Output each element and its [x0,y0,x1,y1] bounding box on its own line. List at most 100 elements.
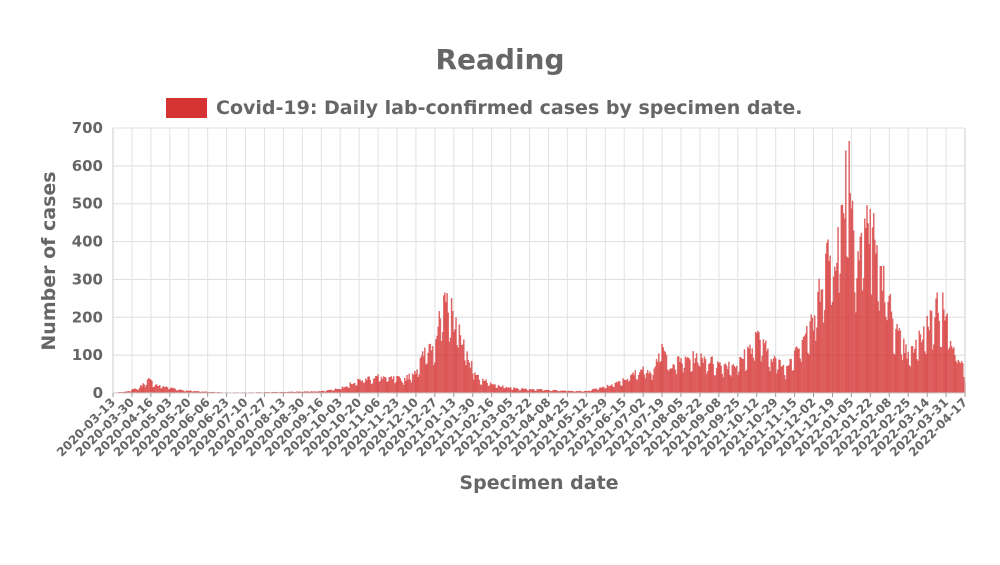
bar [796,346,798,394]
bar [660,361,662,394]
bar [499,387,502,394]
bar [656,362,659,394]
bar [425,364,427,394]
bar [400,380,403,394]
bar [155,384,158,394]
bar [668,371,670,394]
bar [624,379,627,394]
bar [162,386,164,394]
bar [341,386,344,394]
bar [439,318,442,394]
bar [913,352,915,394]
bar [541,389,543,394]
bar [377,374,379,394]
bar [457,347,459,394]
bar [958,361,961,394]
bar [900,354,903,394]
bar [821,289,824,394]
bar [144,387,147,394]
bar [607,386,610,394]
bar [474,372,476,394]
bar [156,385,159,394]
bar [171,388,173,394]
bar [711,356,713,394]
bar [515,388,517,394]
bar [593,388,595,394]
bar [819,301,821,394]
bar [688,358,690,394]
bar [762,339,765,394]
bar [340,389,343,394]
bar [936,292,938,394]
bar [437,326,439,394]
bar [370,384,373,394]
bar [878,310,880,394]
bar [790,359,792,394]
bar [874,239,876,394]
bar [664,352,667,394]
bar [845,150,847,394]
bar [513,387,515,394]
bar [606,384,609,394]
bar [919,334,922,394]
bar [365,378,367,394]
bar [929,310,932,394]
bar [338,388,340,394]
bar [822,322,825,394]
bar [672,364,674,394]
chart-title: Reading [435,43,564,76]
bar [484,380,486,394]
bar [648,373,650,394]
bar [906,358,908,394]
bar [679,362,681,394]
bar [753,360,756,394]
bar [841,204,844,394]
bar [813,315,816,394]
bar [842,213,845,394]
bar [911,346,914,394]
bar [521,388,523,394]
bar [409,379,412,394]
bar [401,382,404,394]
bar [399,378,402,394]
bar [649,371,651,394]
bar [413,375,415,394]
bar [349,382,351,394]
bar [869,209,872,394]
bar [890,311,893,394]
bar [619,381,621,394]
bar [443,295,445,394]
bar [343,387,346,394]
bar [780,366,782,394]
bar [477,374,479,394]
bar [450,298,453,394]
bar [522,388,524,394]
bar [897,330,899,394]
bar [651,380,653,394]
bar [714,375,717,394]
bar [169,388,171,394]
bar [835,270,837,394]
bar [645,373,648,394]
bar [539,389,542,394]
bar [778,359,780,394]
bar [734,367,737,394]
bar [684,356,687,394]
bar [827,239,829,394]
bar [650,373,652,394]
bar [825,253,827,394]
bar [930,311,933,394]
bar [795,347,797,394]
bar [742,359,745,394]
bar [500,386,503,394]
bar [353,382,356,394]
bar [901,359,904,394]
bar [963,377,965,394]
bar [133,388,135,394]
bar [625,380,628,394]
bar [766,351,768,394]
bar [867,223,869,394]
bar [641,370,643,394]
bar [367,376,369,394]
bar [462,344,464,394]
